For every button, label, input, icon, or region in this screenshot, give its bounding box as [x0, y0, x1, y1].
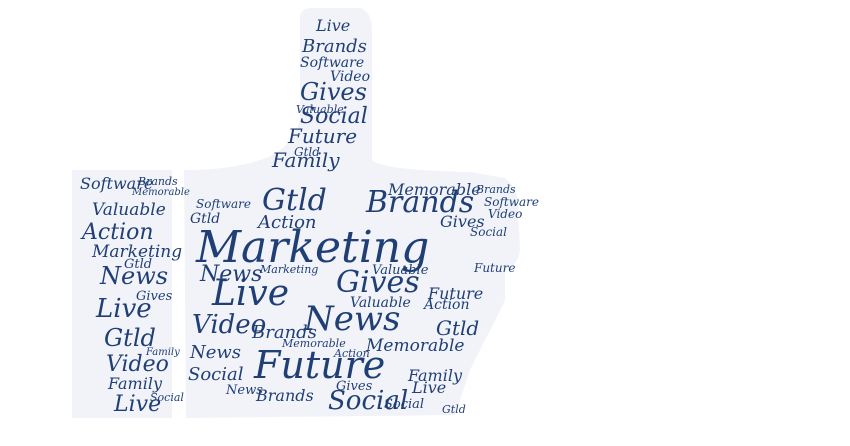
- word: Family: [272, 148, 340, 172]
- word: Memorable: [132, 187, 190, 198]
- word: Future: [474, 261, 516, 275]
- word: Social: [300, 104, 368, 129]
- word: Social: [328, 386, 409, 416]
- word: Family: [108, 374, 162, 393]
- word: Live: [412, 378, 447, 397]
- word: Marketing: [196, 222, 430, 273]
- word: Software: [196, 197, 251, 211]
- thumb-shape: [184, 8, 520, 418]
- word: Social: [470, 225, 507, 239]
- word: Gtld: [442, 403, 466, 416]
- word: Brands: [476, 183, 516, 196]
- word: Family: [146, 347, 180, 358]
- word: Software: [484, 195, 539, 209]
- word: Video: [106, 352, 169, 377]
- word: Valuable: [350, 295, 411, 311]
- word: Gives: [300, 78, 367, 106]
- word: Gtld: [104, 324, 156, 352]
- word: Gtld: [436, 316, 480, 340]
- word: Software: [80, 174, 154, 193]
- word: Brands: [138, 175, 178, 188]
- word: Marketing: [92, 242, 183, 262]
- word: Gives: [136, 289, 173, 304]
- word: Brands: [252, 322, 317, 343]
- word: Social: [188, 364, 244, 385]
- word: Valuable: [372, 263, 429, 278]
- word: Gives: [336, 379, 373, 394]
- word: Video: [192, 310, 267, 340]
- word: Software: [300, 55, 365, 71]
- word: Marketing: [260, 263, 319, 276]
- word: Video: [330, 69, 371, 85]
- word: Action: [334, 347, 370, 360]
- word: Brands: [256, 386, 314, 405]
- word: Future: [288, 124, 358, 148]
- word: Gives: [440, 212, 485, 231]
- word: Future: [428, 284, 484, 303]
- word: Memorable: [366, 336, 465, 356]
- word: Gtld: [124, 257, 153, 272]
- word: Gtld: [262, 183, 327, 218]
- word: Action: [82, 220, 154, 245]
- word: News: [190, 342, 242, 363]
- word: Video: [488, 207, 523, 221]
- word: Social: [150, 391, 184, 404]
- word: News: [200, 262, 263, 287]
- word: Memorable: [388, 180, 481, 199]
- word: News: [304, 299, 401, 339]
- word: Future: [254, 343, 386, 387]
- word: Gtld: [294, 145, 320, 159]
- word: Live: [96, 294, 152, 324]
- word: Gtld: [190, 211, 221, 227]
- word: Valuable: [296, 103, 344, 116]
- word: Memorable: [282, 337, 346, 350]
- word: Valuable: [92, 200, 166, 220]
- cuff-shape: [72, 170, 172, 418]
- word: News: [226, 383, 263, 398]
- word: News: [100, 262, 169, 290]
- word: Live: [114, 392, 162, 417]
- word: Gives: [336, 265, 420, 300]
- word: Live: [316, 16, 351, 35]
- word: Brands: [366, 185, 475, 220]
- word: Live: [212, 273, 290, 314]
- word: Action: [258, 212, 317, 233]
- word: Social: [384, 397, 425, 412]
- word: Family: [408, 366, 462, 385]
- word: Brands: [302, 36, 367, 57]
- word: Action: [424, 297, 470, 313]
